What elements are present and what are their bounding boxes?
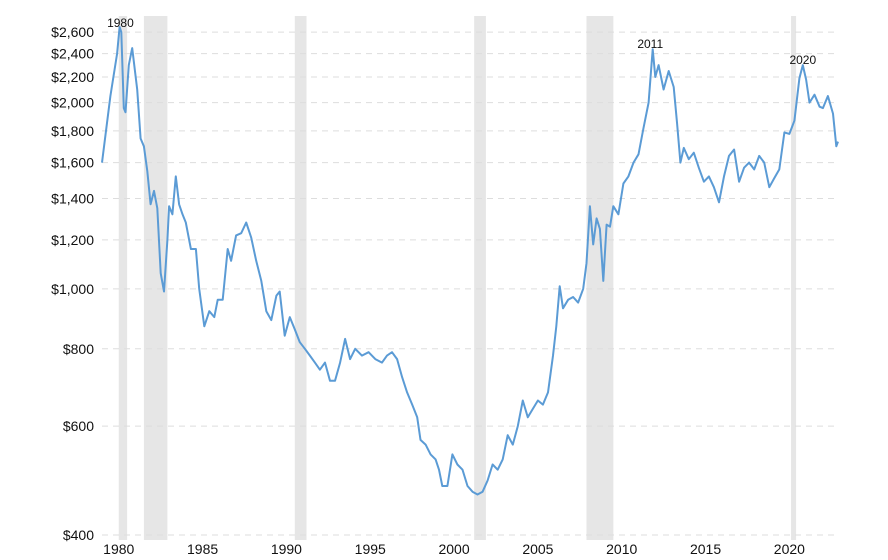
recession-band	[474, 16, 486, 540]
y-axis-tick-labels: $400 $600 $800 $1,000 $1,200 $1,400 $1,600 $1,8…	[51, 24, 94, 543]
peak-annotation: 2011	[637, 37, 663, 51]
y-tick-label: $600	[63, 418, 94, 434]
x-tick-label: 1985	[187, 541, 218, 557]
y-tick-label: $1,600	[51, 155, 94, 171]
y-tick-label: $2,000	[51, 95, 94, 111]
peak-annotation: 2020	[789, 53, 816, 67]
y-tick-label: $1,000	[51, 281, 94, 297]
peak-annotations: 1980 2011 2020	[107, 16, 816, 67]
recession-band	[118, 16, 128, 540]
y-tick-label: $2,400	[51, 46, 94, 62]
y-tick-label: $1,400	[51, 190, 94, 206]
recession-bands	[118, 16, 797, 540]
y-tick-label: $800	[63, 341, 94, 357]
price-series	[101, 26, 839, 496]
x-tick-label: 1980	[103, 541, 134, 557]
recession-band	[294, 16, 307, 540]
recession-band	[143, 16, 168, 540]
horizontal-gridlines	[102, 31, 838, 536]
x-tick-label: 2015	[690, 541, 721, 557]
recession-band	[791, 16, 797, 540]
x-axis-tick-labels: 1980 1985 1990 1995 2000 2005 2010 2015 2020	[103, 541, 805, 557]
x-tick-label: 1990	[271, 541, 302, 557]
y-tick-label: $1,800	[51, 123, 94, 139]
y-tick-label: $2,200	[51, 69, 94, 85]
recession-band	[586, 16, 614, 540]
y-tick-label: $400	[63, 527, 94, 543]
x-tick-label: 1995	[355, 541, 386, 557]
series-line	[101, 26, 839, 496]
peak-annotation: 1980	[107, 16, 134, 30]
y-tick-label: $1,200	[51, 232, 94, 248]
y-tick-label: $2,600	[51, 24, 94, 40]
x-tick-label: 2020	[774, 541, 805, 557]
x-tick-label: 2010	[606, 541, 637, 557]
x-tick-label: 2005	[522, 541, 553, 557]
x-tick-label: 2000	[438, 541, 469, 557]
